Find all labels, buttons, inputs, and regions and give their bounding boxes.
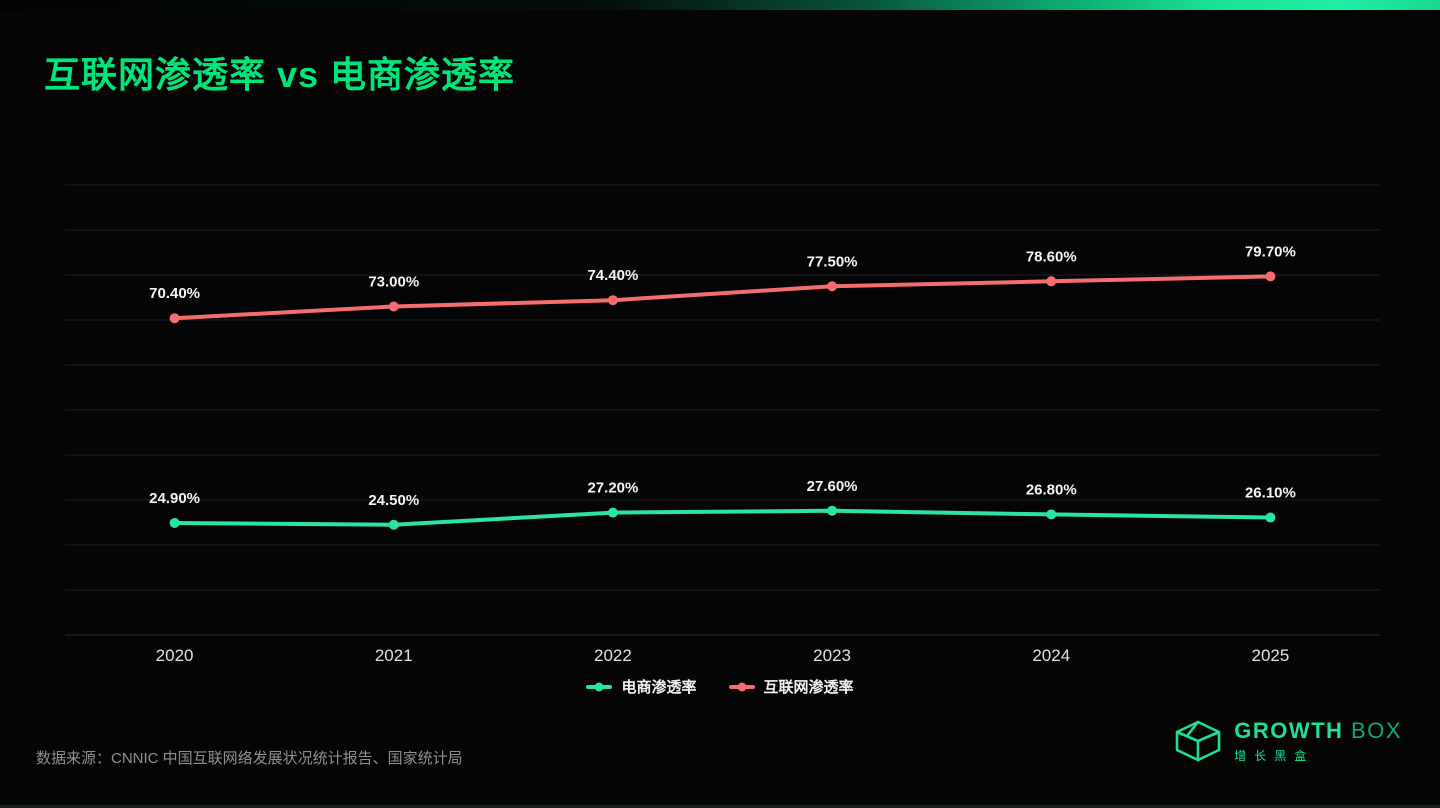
logo-subtitle: 增长黑盒 (1234, 749, 1315, 763)
data-point (1046, 509, 1057, 520)
data-label: 78.60% (1026, 248, 1077, 265)
data-point (607, 295, 618, 306)
bottom-edge-divider (0, 805, 1440, 808)
data-label: 70.40% (149, 285, 200, 302)
data-point (169, 313, 180, 324)
data-label: 74.40% (587, 267, 638, 284)
data-label: 27.20% (587, 480, 638, 497)
data-label: 26.10% (1245, 485, 1296, 502)
logo-text: GROWTH BOX 增长黑盒 (1234, 718, 1402, 764)
legend-dot (737, 682, 746, 691)
line-chart: 2020 2021 2022 2023 2024 2025 24.90% 24.50% 27.2… (65, 184, 1380, 665)
page-title: 互联网渗透率 vs 电商渗透率 (44, 54, 516, 95)
data-label: 79.70% (1245, 243, 1296, 260)
legend-swatch (586, 682, 613, 691)
data-point (169, 517, 180, 528)
data-label: 27.60% (807, 478, 858, 495)
legend-dot (594, 682, 604, 691)
x-axis-label: 2022 (594, 646, 632, 665)
x-axis-label: 2024 (1032, 646, 1070, 665)
data-label: 24.50% (368, 492, 419, 509)
data-point (1265, 512, 1276, 523)
data-point (388, 519, 399, 530)
data-point (607, 507, 618, 518)
data-label: 73.00% (368, 274, 419, 291)
x-axis-label: 2020 (156, 646, 194, 665)
chart-legend: 电商渗透率 互联网渗透率 (0, 676, 1440, 697)
data-point (827, 505, 838, 516)
legend-label: 互联网渗透率 (763, 679, 854, 696)
legend-item[interactable]: 电商渗透率 (586, 676, 697, 697)
legend-item[interactable]: 互联网渗透率 (728, 676, 854, 697)
x-axis-label: 2025 (1252, 646, 1290, 665)
data-label: 24.90% (149, 490, 200, 507)
data-source-text: 数据来源：CNNIC 中国互联网络发展状况统计报告、国家统计局 (36, 750, 463, 767)
x-axis-label: 2023 (813, 646, 851, 665)
data-point (1265, 271, 1276, 282)
data-point (1046, 276, 1057, 287)
top-gradient-bar (0, 0, 1440, 10)
data-point (827, 281, 838, 292)
logo-box-text: BOX (1351, 718, 1402, 743)
data-label: 77.50% (807, 253, 858, 270)
data-label: 26.80% (1026, 481, 1077, 498)
legend-label: 电商渗透率 (621, 679, 697, 696)
brand-logo: GROWTH BOX 增长黑盒 (1174, 718, 1402, 764)
logo-wordmark: GROWTH BOX (1234, 718, 1402, 744)
series-line-0 (172, 508, 1273, 527)
data-point (388, 301, 399, 312)
cube-box-icon (1175, 720, 1221, 762)
x-axis-label: 2021 (375, 646, 413, 665)
series-line-1 (172, 274, 1273, 321)
legend-swatch (728, 682, 755, 691)
logo-growth-text: GROWTH (1234, 718, 1344, 743)
